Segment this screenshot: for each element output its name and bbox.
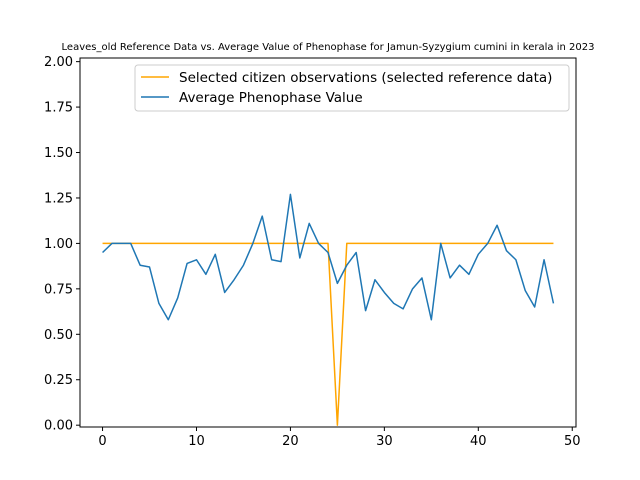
- y-tick-label: 1.00: [44, 237, 73, 252]
- legend-label-2: Average Phenophase Value: [179, 90, 363, 106]
- legend-label-1: Selected citizen observations (selected …: [179, 70, 552, 86]
- legend-box: [134, 64, 570, 112]
- x-tick-label: 40: [470, 434, 487, 449]
- y-axis: 0.00 0.25 0.50 0.75 1.00 1.25 1.50 1.75 2.00: [44, 55, 80, 434]
- x-tick-label: 10: [188, 434, 205, 449]
- plot-lines: [102, 193, 555, 426]
- x-tick-label: 20: [282, 434, 299, 449]
- y-tick-label: 2.00: [44, 55, 73, 70]
- series-line-1: [102, 242, 554, 426]
- legend: Selected citizen observations (selected …: [134, 64, 570, 112]
- x-tick-label: 0: [98, 434, 106, 449]
- y-tick-label: 1.75: [44, 101, 73, 116]
- x-tick-label: 30: [376, 434, 393, 449]
- y-tick-label: 1.25: [44, 191, 73, 206]
- y-tick-label: 0.00: [44, 419, 73, 434]
- x-axis: 0 10 20 30 40 50: [98, 427, 581, 449]
- y-tick-label: 0.50: [44, 328, 73, 343]
- y-tick-label: 1.50: [44, 146, 73, 161]
- x-tick-label: 50: [564, 434, 581, 449]
- series-line-2: [102, 193, 555, 321]
- chart-title: Leaves_old Reference Data vs. Average Va…: [62, 42, 595, 53]
- plot-frame: [79, 57, 577, 428]
- y-tick-label: 0.75: [44, 282, 73, 297]
- y-tick-label: 0.25: [44, 373, 73, 388]
